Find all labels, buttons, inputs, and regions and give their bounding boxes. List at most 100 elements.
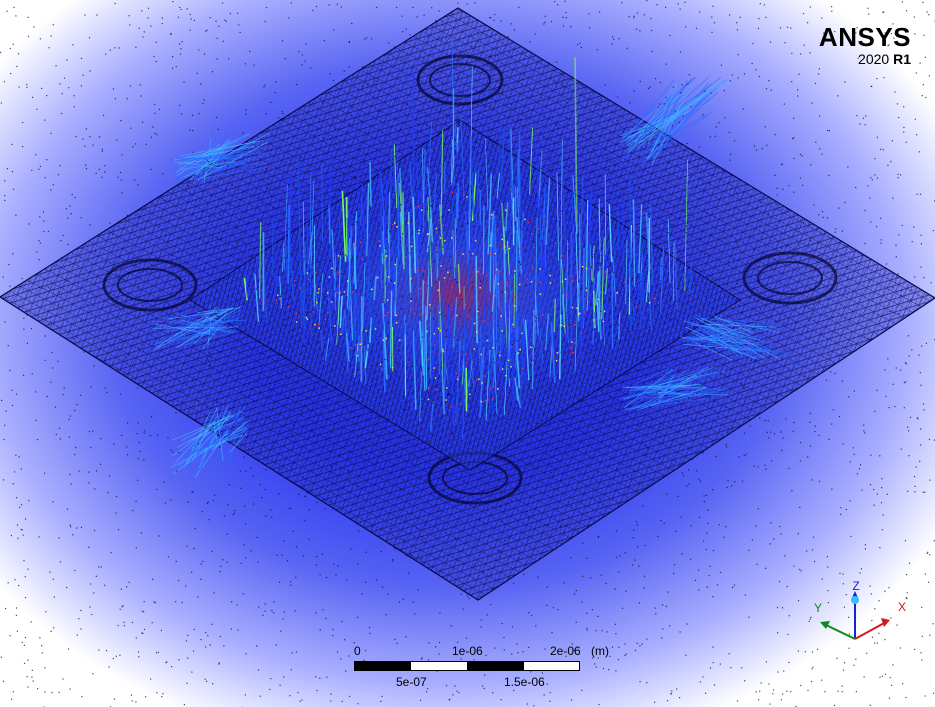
- particle-dot: [189, 29, 191, 31]
- particle-dot: [236, 604, 238, 606]
- particle-dot: [624, 654, 626, 656]
- particle-dot: [570, 505, 573, 507]
- y-axis-arrow: [820, 621, 830, 629]
- particle-dot: [810, 681, 813, 683]
- particle-dot: [538, 228, 540, 230]
- particle-dot: [729, 159, 731, 161]
- particle-dot: [658, 145, 660, 147]
- particle-dot: [933, 540, 935, 542]
- particle-dot: [69, 415, 71, 417]
- particle-dot: [215, 20, 217, 22]
- particle-dot: [835, 228, 837, 230]
- particle-dot: [801, 155, 803, 157]
- particle-dot: [48, 47, 50, 49]
- particle-dot: [26, 84, 28, 86]
- particle-dot: [501, 623, 503, 625]
- particle-dot: [239, 326, 241, 328]
- particle-dot: [187, 657, 189, 659]
- particle-dot: [281, 554, 283, 556]
- particle-dot: [567, 102, 569, 104]
- particle-dot: [513, 29, 516, 31]
- particle-dot: [903, 126, 905, 129]
- vector-streak: [388, 147, 393, 235]
- particle-dot: [36, 439, 39, 441]
- particle-dot: [160, 629, 162, 632]
- particle-dot: [392, 560, 394, 562]
- particle-dot: [731, 425, 733, 427]
- particle-dot: [113, 698, 116, 700]
- particle-dot: [299, 156, 301, 158]
- particle-dot: [150, 168, 152, 171]
- particle-dot: [51, 691, 53, 694]
- particle-dot: [685, 26, 687, 28]
- particle-dot: [458, 121, 460, 123]
- particle-dot: [444, 529, 446, 531]
- ansys-logo: ANSYS 2020 R1: [819, 24, 911, 68]
- particle-dot: [524, 73, 526, 75]
- vector-streak: [680, 336, 755, 345]
- particle-dot: [156, 488, 158, 491]
- particle-dot: [316, 220, 318, 222]
- vector-streak: [243, 277, 248, 301]
- particle-dot: [712, 278, 714, 280]
- particle-dot: [30, 328, 33, 330]
- particle-dot: [158, 535, 160, 537]
- particle-dot: [921, 95, 923, 97]
- vector-streak: [281, 243, 285, 273]
- particle-dot: [353, 416, 355, 418]
- particle-dot: [750, 359, 752, 361]
- scale-bar: 0 1e-06 2e-06 (m) 5e-07 1.5e-06: [354, 644, 609, 694]
- particle-dot: [778, 298, 781, 300]
- vector-streak: [612, 256, 617, 306]
- particle-dot: [787, 244, 789, 246]
- particle-dot: [445, 335, 447, 338]
- particle-dot: [685, 423, 687, 425]
- particle-dot: [597, 298, 599, 301]
- particle-dot: [828, 130, 830, 132]
- particle-dot: [516, 296, 519, 298]
- particle-dot: [787, 633, 789, 635]
- particle-dot: [804, 375, 806, 377]
- particle-dot: [206, 159, 208, 161]
- axis-triad[interactable]: Z Y X: [806, 574, 916, 654]
- particle-dot: [15, 454, 17, 456]
- particle-dot: [393, 282, 396, 284]
- particle-dot: [728, 653, 730, 655]
- vector-streak: [470, 293, 476, 338]
- particle-dot: [319, 629, 321, 631]
- particle-dot: [120, 179, 122, 181]
- particle-dot: [382, 451, 384, 453]
- particle-dot: [597, 615, 599, 617]
- particle-dot: [220, 239, 222, 241]
- particle-dot: [826, 217, 829, 219]
- particle-dot: [915, 466, 917, 468]
- vector-streak: [419, 372, 422, 422]
- particle-dot: [348, 41, 350, 43]
- particle-dot: [304, 495, 306, 497]
- particle-dot: [296, 83, 298, 86]
- particle-dot: [337, 255, 340, 257]
- particle-dot: [702, 114, 704, 116]
- particle-dot: [562, 232, 564, 234]
- particle-dot: [928, 581, 930, 583]
- particle-dot: [864, 209, 866, 211]
- particle-dot: [314, 239, 316, 241]
- particle-dot: [165, 234, 167, 236]
- particle-dot: [575, 621, 577, 623]
- particle-dot: [155, 60, 157, 63]
- particle-dot: [127, 422, 129, 424]
- particle-dot: [339, 333, 342, 336]
- vector-streak: [682, 338, 788, 354]
- particle-dot: [540, 132, 542, 134]
- particle-dot: [162, 310, 164, 312]
- particle-dot: [292, 530, 294, 532]
- particle-dot: [385, 255, 388, 257]
- vector-streak: [204, 149, 225, 177]
- particle-dot: [508, 247, 511, 250]
- particle-dot: [608, 168, 610, 171]
- particle-dot: [509, 515, 511, 517]
- particle-dot: [151, 622, 153, 624]
- particle-dot: [76, 527, 78, 529]
- particle-dot: [597, 262, 599, 264]
